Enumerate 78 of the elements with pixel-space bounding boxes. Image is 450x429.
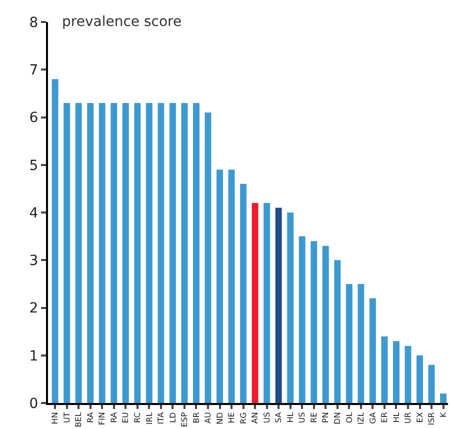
y-tick-label: 3 xyxy=(29,253,38,270)
bar xyxy=(216,170,223,403)
x-tick-label: RC xyxy=(133,412,142,423)
y-tick-label: 6 xyxy=(29,110,38,126)
bar xyxy=(334,260,341,403)
y-tick-label: 2 xyxy=(29,300,38,317)
bar xyxy=(252,202,258,403)
bar xyxy=(193,102,200,403)
y-tick-label: 8 xyxy=(29,14,38,31)
x-tick-label: ITA xyxy=(156,412,166,424)
bar xyxy=(298,236,306,403)
x-tick-label: PN xyxy=(321,412,330,424)
y-tick-label: 1 xyxy=(29,348,38,364)
bar xyxy=(358,284,364,403)
bar xyxy=(134,102,141,403)
bar xyxy=(287,212,294,403)
x-tick-label: US xyxy=(262,412,272,424)
x-tick-label: UT xyxy=(62,412,72,423)
x-tick-label: AU xyxy=(204,412,213,424)
x-tick-label: FIN xyxy=(98,412,107,426)
bar xyxy=(98,102,106,403)
x-tick-label: HL xyxy=(392,412,401,423)
x-tick-label: RE xyxy=(309,412,318,423)
y-tick-label: 4 xyxy=(29,205,38,222)
bar xyxy=(428,364,435,403)
y-tick-label: 0 xyxy=(29,396,38,412)
y-tick-label: 7 xyxy=(29,62,38,79)
bar xyxy=(110,102,118,403)
x-tick-label: ISR xyxy=(427,412,436,426)
x-tick-label: EU xyxy=(121,412,130,424)
x-tick-label: OL xyxy=(344,412,354,423)
x-tick-label: IRL xyxy=(144,412,154,425)
x-tick-label: EX xyxy=(415,412,424,423)
x-tick-label: HE xyxy=(227,412,236,424)
bar xyxy=(404,346,412,403)
y-tick-label: 5 xyxy=(29,158,38,174)
x-tick-label: SA xyxy=(274,412,284,423)
x-tick-label: K xyxy=(438,411,448,418)
x-tick-label: AN xyxy=(250,412,260,424)
bar xyxy=(240,184,247,403)
bar xyxy=(440,393,447,403)
bar xyxy=(146,102,152,403)
x-tick-label: ND xyxy=(215,412,224,424)
bar xyxy=(369,298,376,403)
bar xyxy=(52,79,58,403)
bar xyxy=(204,112,212,403)
bar xyxy=(122,102,129,403)
bar xyxy=(416,355,423,403)
x-tick-label: UR xyxy=(404,412,413,424)
bar xyxy=(310,241,318,403)
bar xyxy=(322,246,329,403)
bar xyxy=(87,102,94,403)
bar xyxy=(393,341,400,403)
y-axis-title: prevalence score xyxy=(62,14,182,30)
x-tick-label: BR xyxy=(192,412,201,424)
bar xyxy=(64,102,70,403)
bar xyxy=(381,336,388,403)
x-tick-label: GA xyxy=(368,412,378,424)
bar xyxy=(264,202,270,403)
bar xyxy=(228,170,235,403)
bar xyxy=(75,102,82,403)
x-tick-label: RG xyxy=(238,412,248,424)
x-tick-label: HN xyxy=(50,412,60,424)
x-tick-label: ESP xyxy=(180,412,190,428)
bar xyxy=(346,284,352,403)
bar xyxy=(275,208,282,403)
x-tick-label: HL xyxy=(286,412,295,423)
x-tick-label: DN xyxy=(333,412,342,424)
bar xyxy=(169,102,176,403)
bar xyxy=(181,102,188,403)
x-tick-label: US xyxy=(298,412,307,424)
x-tick-label: ER xyxy=(380,412,390,423)
x-tick-label: RA xyxy=(86,412,95,423)
x-tick-label: BEL xyxy=(74,412,84,428)
x-tick-label: IZL xyxy=(356,412,366,424)
x-tick-label: LD xyxy=(168,412,178,423)
x-tick-label: RA xyxy=(109,412,118,423)
bar xyxy=(158,102,164,403)
